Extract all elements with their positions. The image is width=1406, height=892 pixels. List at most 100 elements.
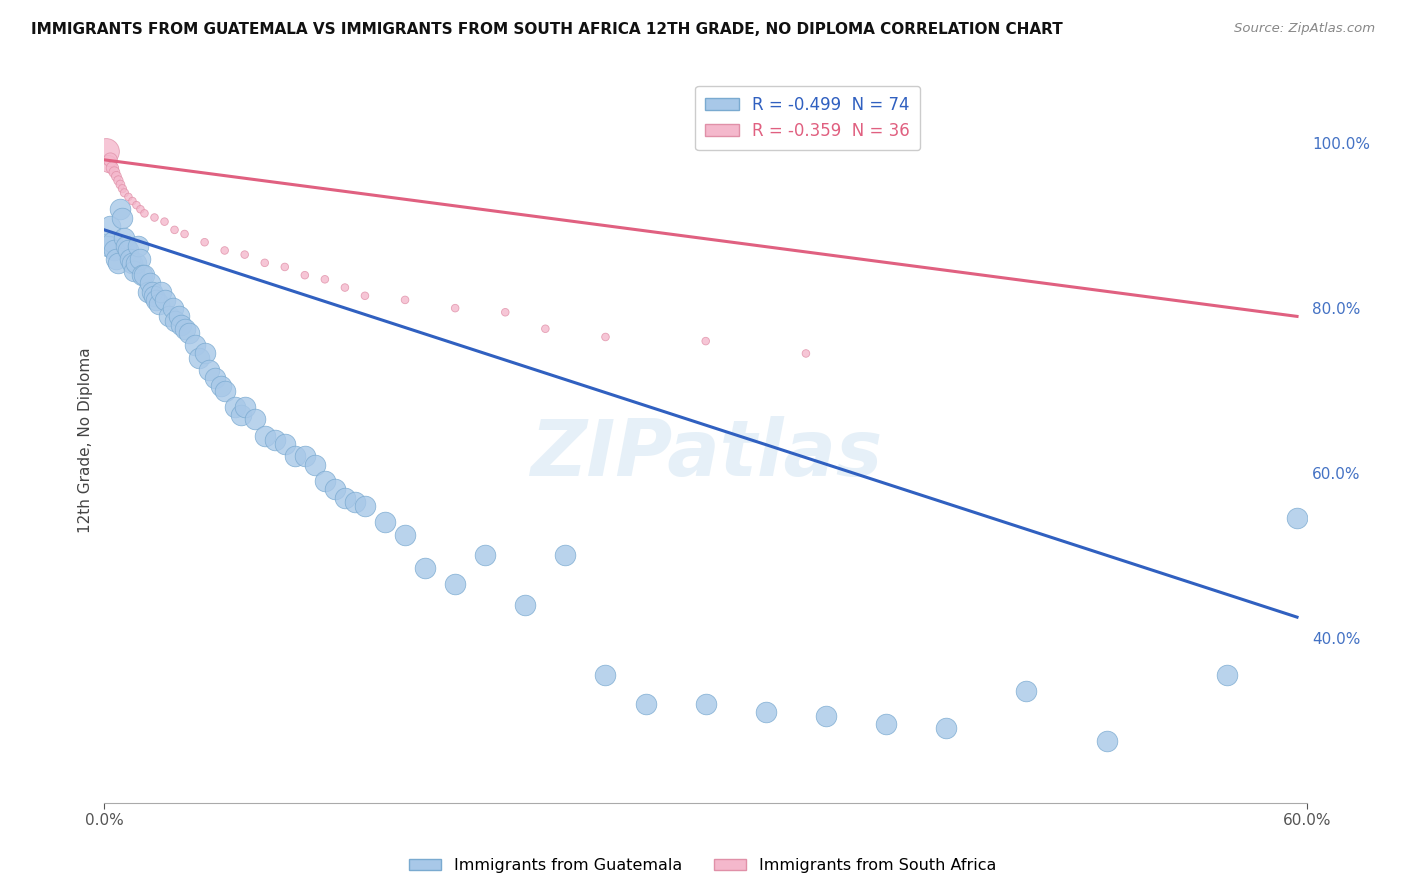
Point [162, 301, 184, 315]
Point [115, 239, 138, 253]
Point [111, 211, 134, 225]
Point [474, 549, 496, 563]
Point [755, 705, 778, 719]
Point [224, 400, 246, 414]
Point [243, 412, 266, 426]
Text: ZIPatlas: ZIPatlas [530, 417, 882, 492]
Point [935, 722, 957, 736]
Point [394, 293, 416, 307]
Point [794, 346, 817, 360]
Point [101, 235, 124, 250]
Point [163, 223, 186, 237]
Point [444, 301, 467, 315]
Point [374, 516, 396, 530]
Point [494, 305, 516, 319]
Legend: Immigrants from Guatemala, Immigrants from South Africa: Immigrants from Guatemala, Immigrants fr… [404, 852, 1002, 880]
Point [343, 495, 366, 509]
Point [143, 211, 166, 225]
Point [110, 202, 132, 217]
Point [134, 206, 156, 220]
Legend: R = -0.499  N = 74, R = -0.359  N = 36: R = -0.499 N = 74, R = -0.359 N = 36 [696, 86, 920, 150]
Point [139, 277, 162, 291]
Point [1285, 511, 1308, 525]
Point [129, 252, 152, 266]
Point [233, 400, 256, 414]
Point [274, 437, 297, 451]
Point [127, 239, 149, 253]
Text: IMMIGRANTS FROM GUATEMALA VS IMMIGRANTS FROM SOUTH AFRICA 12TH GRADE, NO DIPLOMA: IMMIGRANTS FROM GUATEMALA VS IMMIGRANTS … [31, 22, 1063, 37]
Point [173, 227, 195, 241]
Point [595, 668, 617, 682]
Point [1216, 668, 1239, 682]
Point [214, 244, 236, 258]
Point [153, 214, 176, 228]
Point [124, 264, 146, 278]
Point [333, 491, 356, 505]
Point [112, 231, 135, 245]
Point [148, 297, 170, 311]
Point [595, 330, 617, 344]
Point [96, 145, 118, 159]
Point [131, 268, 153, 283]
Point [444, 577, 467, 591]
Y-axis label: 12th Grade, No Diploma: 12th Grade, No Diploma [79, 347, 93, 533]
Point [263, 433, 285, 447]
Point [97, 157, 120, 171]
Point [120, 252, 142, 266]
Point [534, 322, 557, 336]
Point [323, 483, 346, 497]
Point [294, 450, 316, 464]
Point [121, 194, 143, 208]
Point [100, 219, 122, 233]
Point [194, 235, 217, 250]
Point [695, 697, 717, 711]
Point [394, 527, 416, 541]
Point [214, 384, 236, 398]
Point [107, 173, 129, 187]
Point [173, 322, 195, 336]
Point [107, 256, 129, 270]
Point [105, 169, 128, 184]
Point [125, 256, 148, 270]
Point [145, 293, 167, 307]
Point [554, 549, 576, 563]
Point [117, 244, 139, 258]
Point [284, 450, 307, 464]
Point [695, 334, 717, 348]
Point [814, 709, 837, 723]
Point [121, 256, 143, 270]
Point [138, 285, 160, 299]
Point [1015, 684, 1038, 698]
Point [105, 252, 128, 266]
Point [253, 256, 276, 270]
Point [413, 560, 436, 574]
Point [149, 285, 172, 299]
Point [634, 697, 657, 711]
Point [117, 190, 139, 204]
Point [333, 280, 356, 294]
Point [253, 429, 276, 443]
Point [153, 293, 176, 307]
Point [97, 239, 120, 253]
Point [169, 318, 191, 332]
Point [354, 499, 377, 513]
Point [304, 458, 326, 472]
Point [101, 161, 124, 175]
Point [157, 310, 180, 324]
Point [229, 409, 252, 423]
Point [194, 346, 217, 360]
Point [187, 351, 209, 365]
Point [134, 268, 156, 283]
Point [125, 198, 148, 212]
Point [177, 326, 200, 340]
Point [209, 379, 232, 393]
Point [354, 289, 377, 303]
Point [197, 363, 219, 377]
Point [274, 260, 297, 274]
Point [314, 272, 336, 286]
Point [314, 474, 336, 488]
Point [110, 178, 132, 192]
Text: Source: ZipAtlas.com: Source: ZipAtlas.com [1234, 22, 1375, 36]
Point [112, 186, 135, 200]
Point [111, 182, 134, 196]
